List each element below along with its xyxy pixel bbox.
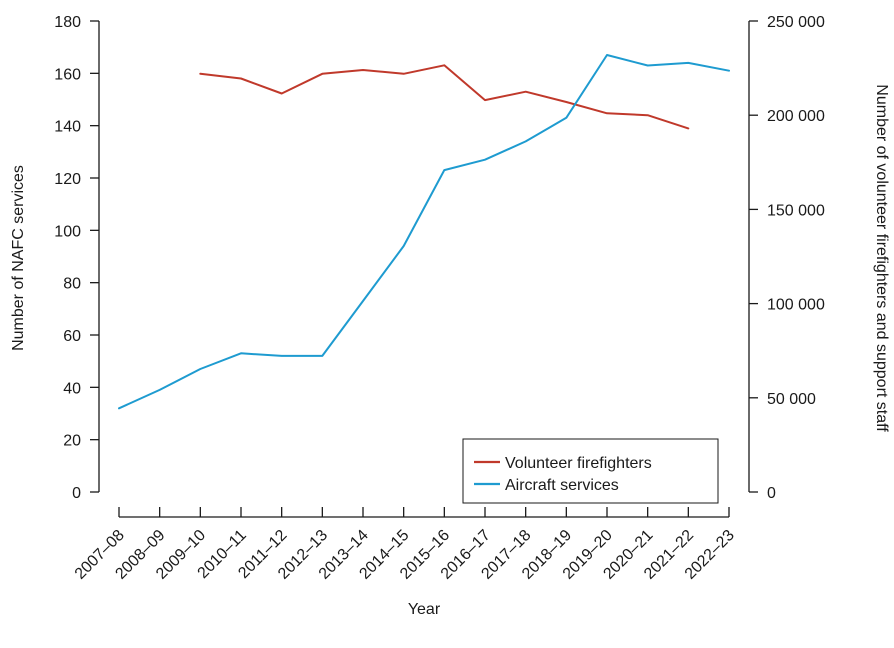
- legend-box: [462, 438, 719, 504]
- right-axis-tick-label: 100 000: [767, 297, 825, 314]
- right-axis-tick-label: 50 000: [767, 391, 816, 408]
- left-axis-tick-label: 180: [54, 14, 81, 31]
- right-axis-tick-label: 250 000: [767, 14, 825, 31]
- left-axis-tick-label: 20: [63, 433, 81, 450]
- left-axis-tick-label: 140: [54, 119, 81, 136]
- right-axis-tick-label: 150 000: [767, 202, 825, 219]
- series-line-volunteer-firefighters: [199, 64, 690, 130]
- left-axis-title: Number of NAFC services: [10, 165, 27, 351]
- right-axis-title: Number of volunteer firefighters and sup…: [873, 84, 890, 432]
- x-axis: 2007–082008–092009–102010–112011–122012–…: [72, 507, 738, 583]
- left-y-axis: 0 20 40 60 80 100 120 140 160 180: [54, 14, 100, 502]
- series-layer: [118, 54, 730, 410]
- legend-label-aircraft-services: Aircraft services: [505, 477, 619, 494]
- series-line-aircraft-services: [118, 54, 730, 410]
- right-axis-tick-label: 200 000: [767, 108, 825, 125]
- x-axis-title: Year: [408, 601, 441, 618]
- left-axis-tick-label: 100: [54, 223, 81, 240]
- left-axis-tick-label: 80: [63, 276, 81, 293]
- right-axis-tick-label: 0: [767, 485, 776, 502]
- right-y-axis: 0 50 000 100 000 150 000 200 000 250 000: [748, 14, 825, 502]
- legend: Volunteer firefighters Aircraft services: [462, 438, 719, 504]
- left-axis-tick-label: 160: [54, 66, 81, 83]
- legend-label-volunteer-firefighters: Volunteer firefighters: [505, 455, 652, 472]
- left-axis-tick-label: 40: [63, 380, 81, 397]
- left-axis-tick-label: 60: [63, 328, 81, 345]
- left-axis-tick-label: 120: [54, 171, 81, 188]
- left-axis-tick-label: 0: [72, 485, 81, 502]
